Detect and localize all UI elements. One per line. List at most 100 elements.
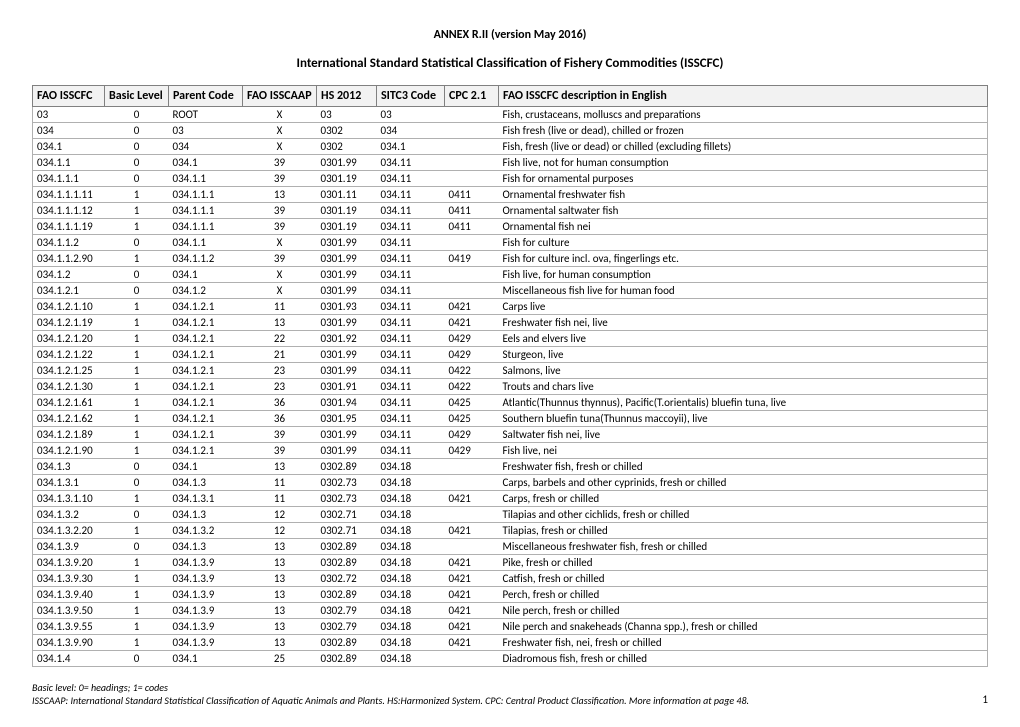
table-cell: Carps, barbels and other cyprinids, fres… xyxy=(499,475,988,491)
table-cell xyxy=(445,475,499,491)
column-header: FAO ISSCFC xyxy=(33,86,105,107)
table-cell: 034.11 xyxy=(377,171,445,187)
table-cell: 0302.89 xyxy=(317,651,377,667)
table-cell: 39 xyxy=(243,219,317,235)
table-cell: 0429 xyxy=(445,427,499,443)
table-header-row: FAO ISSCFCBasic LevelParent CodeFAO ISSC… xyxy=(33,86,988,107)
table-cell: 0429 xyxy=(445,331,499,347)
table-cell: 034.1.2.1 xyxy=(169,395,243,411)
table-cell: 034.1.2.1.62 xyxy=(33,411,105,427)
table-cell: 034.18 xyxy=(377,571,445,587)
table-cell: 36 xyxy=(243,395,317,411)
table-cell: 034.1.1.2 xyxy=(33,235,105,251)
table-cell: 11 xyxy=(243,299,317,315)
table-cell: 034.1.1.1.19 xyxy=(33,219,105,235)
table-cell: 36 xyxy=(243,411,317,427)
table-cell: Freshwater fish, fresh or chilled xyxy=(499,459,988,475)
table-cell: Nile perch and snakeheads (Channa spp.),… xyxy=(499,619,988,635)
table-cell: 034.18 xyxy=(377,603,445,619)
table-cell: 034.11 xyxy=(377,219,445,235)
table-cell: 034.1.2.1.90 xyxy=(33,443,105,459)
table-cell: 034.11 xyxy=(377,443,445,459)
table-row: 034.1.2.1.611034.1.2.1360301.94034.11042… xyxy=(33,395,988,411)
table-cell: 034.1.3.9.40 xyxy=(33,587,105,603)
table-cell: 034.1.2.1 xyxy=(169,315,243,331)
table-cell: Freshwater fish, nei, fresh or chilled xyxy=(499,635,988,651)
table-row: 034.1.2.1.891034.1.2.1390301.99034.11042… xyxy=(33,427,988,443)
table-cell: 034.1 xyxy=(33,139,105,155)
table-cell: 034.1.2.1.10 xyxy=(33,299,105,315)
table-cell: 1 xyxy=(105,347,169,363)
column-header: CPC 2.1 xyxy=(445,86,499,107)
table-cell: 0425 xyxy=(445,411,499,427)
table-cell: Pike, fresh or chilled xyxy=(499,555,988,571)
table-cell: 034.1.2.1 xyxy=(169,363,243,379)
table-cell: 034.11 xyxy=(377,251,445,267)
table-cell: 034.18 xyxy=(377,491,445,507)
table-cell: 034.1.3.1 xyxy=(169,491,243,507)
table-cell: 034.1.2.1 xyxy=(169,411,243,427)
table-cell: 0301.92 xyxy=(317,331,377,347)
table-cell: 0421 xyxy=(445,491,499,507)
main-title: International Standard Statistical Class… xyxy=(32,56,988,71)
table-row: 034.1.1.20034.1.1X0301.99034.11Fish for … xyxy=(33,235,988,251)
table-cell: 034.1.3.9 xyxy=(169,587,243,603)
table-cell: Tilapias and other cichlids, fresh or ch… xyxy=(499,507,988,523)
table-row: 034.1.3.9.501034.1.3.9130302.79034.18042… xyxy=(33,603,988,619)
table-cell: 0302.89 xyxy=(317,587,377,603)
table-cell: 39 xyxy=(243,155,317,171)
table-cell: 0421 xyxy=(445,299,499,315)
table-cell: 0301.11 xyxy=(317,187,377,203)
table-cell: 0302 xyxy=(317,139,377,155)
table-row: 034.1.2.1.101034.1.2.1110301.93034.11042… xyxy=(33,299,988,315)
table-cell: 1 xyxy=(105,187,169,203)
table-cell xyxy=(445,651,499,667)
table-cell: 034.1.2.1.22 xyxy=(33,347,105,363)
table-cell: 034.18 xyxy=(377,523,445,539)
table-cell: Fish for ornamental purposes xyxy=(499,171,988,187)
table-row: 034.1.3.9.401034.1.3.9130302.89034.18042… xyxy=(33,587,988,603)
table-cell: Ornamental saltwater fish xyxy=(499,203,988,219)
table-cell: 034.11 xyxy=(377,155,445,171)
table-cell: 0302.71 xyxy=(317,523,377,539)
table-cell: 034.11 xyxy=(377,331,445,347)
table-cell: Fish live, not for human consumption xyxy=(499,155,988,171)
table-cell: 1 xyxy=(105,427,169,443)
table-cell: 1 xyxy=(105,203,169,219)
table-cell: 034.18 xyxy=(377,587,445,603)
column-header: SITC3 Code xyxy=(377,86,445,107)
table-row: 034.1.2.1.901034.1.2.1390301.99034.11042… xyxy=(33,443,988,459)
table-cell: Tilapias, fresh or chilled xyxy=(499,523,988,539)
table-cell: 034.1.2.1 xyxy=(169,443,243,459)
table-cell: 034.1.2 xyxy=(169,283,243,299)
table-cell: 0425 xyxy=(445,395,499,411)
table-cell: 25 xyxy=(243,651,317,667)
table-cell: 034.1.1.1.11 xyxy=(33,187,105,203)
table-cell: 0421 xyxy=(445,603,499,619)
table-cell: 0419 xyxy=(445,251,499,267)
table-cell: 034.1.3.2.20 xyxy=(33,523,105,539)
table-cell: 034.1.1.1 xyxy=(169,187,243,203)
table-cell: 0429 xyxy=(445,443,499,459)
table-cell: 034.11 xyxy=(377,411,445,427)
table-cell: 034.1.2.1.19 xyxy=(33,315,105,331)
table-cell: 1 xyxy=(105,363,169,379)
table-cell: 13 xyxy=(243,187,317,203)
table-cell: 034.1.3.9 xyxy=(169,619,243,635)
table-cell: 034.1.3.9 xyxy=(169,571,243,587)
table-cell: 034.1.1.1.12 xyxy=(33,203,105,219)
table-cell: Eels and elvers live xyxy=(499,331,988,347)
table-cell: 0 xyxy=(105,123,169,139)
table-cell: X xyxy=(243,267,317,283)
table-cell: 0301.99 xyxy=(317,283,377,299)
table-cell: 39 xyxy=(243,443,317,459)
table-cell: Fish fresh (live or dead), chilled or fr… xyxy=(499,123,988,139)
table-cell: 034.1.3 xyxy=(169,539,243,555)
table-cell: 0421 xyxy=(445,619,499,635)
table-cell: 0302.89 xyxy=(317,555,377,571)
table-cell: 1 xyxy=(105,443,169,459)
table-cell xyxy=(445,283,499,299)
table-cell: 034.1.2.1 xyxy=(169,331,243,347)
table-cell: 39 xyxy=(243,427,317,443)
table-row: 034.1.3.9.301034.1.3.9130302.72034.18042… xyxy=(33,571,988,587)
